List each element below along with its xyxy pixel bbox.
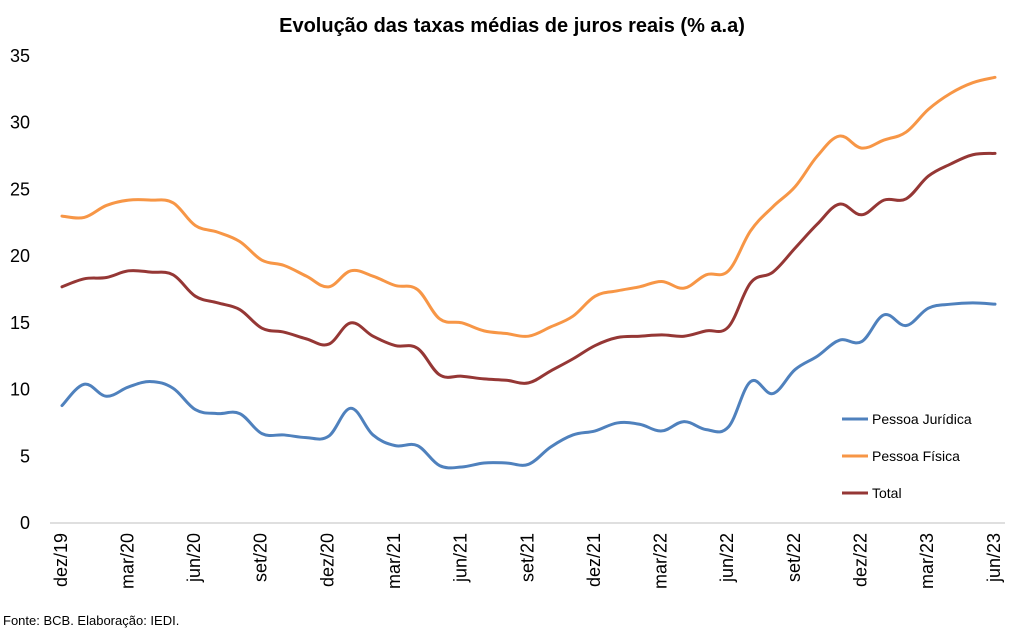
x-tick-label: dez/19 xyxy=(51,533,71,587)
legend: Pessoa Jurídica Pessoa Física Total xyxy=(842,411,972,501)
y-tick-label: 20 xyxy=(10,246,30,266)
y-tick-label: 35 xyxy=(10,46,30,66)
y-tick-label: 30 xyxy=(10,113,30,133)
x-tick-label: mar/20 xyxy=(117,533,137,589)
x-tick-label: set/22 xyxy=(784,533,804,582)
y-tick-label: 25 xyxy=(10,179,30,199)
y-tick-label: 0 xyxy=(20,513,30,533)
x-axis: dez/19 mar/20 jun/20 set/20 dez/20 mar/21 jun/… xyxy=(50,522,1005,589)
series-line-pessoa-fisica xyxy=(60,75,997,338)
chart-title: Evolução das taxas médias de juros reais… xyxy=(279,15,745,37)
legend-label: Pessoa Jurídica xyxy=(872,411,972,427)
x-tick-label: jun/22 xyxy=(717,533,737,583)
legend-label: Total xyxy=(872,485,902,501)
y-tick-label: 15 xyxy=(10,313,30,333)
series-line-total xyxy=(60,151,997,385)
series-line-pessoa-juridica xyxy=(60,301,997,470)
y-tick-label: 5 xyxy=(20,446,30,466)
x-tick-label: jun/20 xyxy=(184,533,204,583)
x-tick-label: dez/22 xyxy=(850,533,870,587)
source-note: Fonte: BCB. Elaboração: IEDI. xyxy=(3,613,179,628)
y-axis: 0 5 10 15 20 25 30 35 xyxy=(10,46,30,533)
legend-label: Pessoa Física xyxy=(872,448,960,464)
x-tick-label: jun/23 xyxy=(984,533,1004,583)
x-tick-label: set/20 xyxy=(251,533,271,582)
x-tick-label: mar/21 xyxy=(384,533,404,589)
x-tick-label: mar/22 xyxy=(651,533,671,589)
y-tick-label: 10 xyxy=(10,380,30,400)
x-tick-label: dez/20 xyxy=(317,533,337,587)
x-tick-label: jun/21 xyxy=(451,533,471,583)
x-tick-label: dez/21 xyxy=(584,533,604,587)
series-layer xyxy=(60,75,997,470)
x-tick-label: mar/23 xyxy=(917,533,937,589)
x-tick-label: set/21 xyxy=(517,533,537,582)
